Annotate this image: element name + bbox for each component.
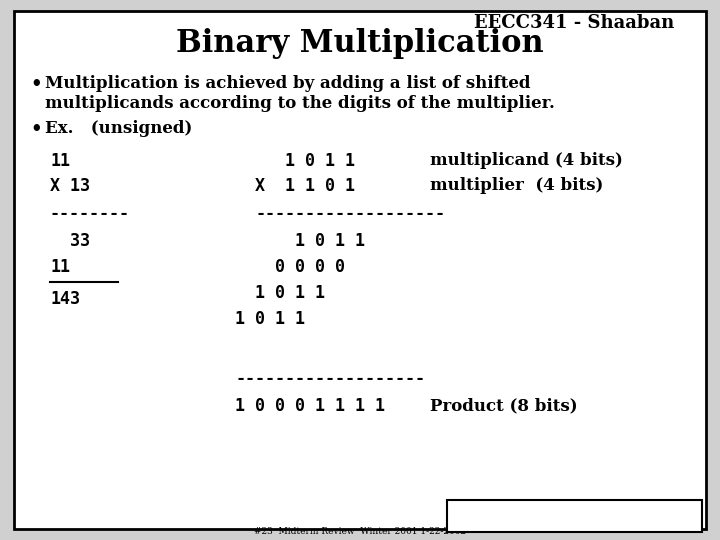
Text: #23  Midterm Review  Winter 2001 1-22-2002: #23 Midterm Review Winter 2001 1-22-2002 bbox=[254, 527, 466, 536]
Text: •: • bbox=[30, 120, 42, 138]
Text: --------: -------- bbox=[50, 205, 130, 223]
Text: 143: 143 bbox=[50, 290, 80, 308]
Text: X: X bbox=[255, 177, 265, 195]
Text: multiplicand (4 bits): multiplicand (4 bits) bbox=[430, 152, 623, 169]
Text: EECC341 - Shaaban: EECC341 - Shaaban bbox=[474, 14, 674, 32]
Text: 1 0 1 1: 1 0 1 1 bbox=[295, 232, 365, 250]
Text: 11: 11 bbox=[50, 258, 70, 276]
Text: 0 0 0 0: 0 0 0 0 bbox=[275, 258, 345, 276]
Text: 11: 11 bbox=[50, 152, 70, 170]
Text: 1 0 1 1: 1 0 1 1 bbox=[255, 284, 325, 302]
Text: 1 0 0 0 1 1 1 1: 1 0 0 0 1 1 1 1 bbox=[235, 397, 385, 415]
Text: multiplicands according to the digits of the multiplier.: multiplicands according to the digits of… bbox=[45, 95, 555, 112]
Text: 33: 33 bbox=[50, 232, 90, 250]
Text: multiplier  (4 bits): multiplier (4 bits) bbox=[430, 177, 603, 194]
Text: X 13: X 13 bbox=[50, 177, 90, 195]
Text: Binary Multiplication: Binary Multiplication bbox=[176, 28, 544, 59]
Text: -------------------: ------------------- bbox=[235, 370, 425, 388]
Text: 1 1 0 1: 1 1 0 1 bbox=[285, 177, 355, 195]
Text: •: • bbox=[30, 75, 42, 93]
Text: Ex.   (unsigned): Ex. (unsigned) bbox=[45, 120, 192, 137]
Text: 1 0 1 1: 1 0 1 1 bbox=[235, 310, 305, 328]
Text: Multiplication is achieved by adding a list of shifted: Multiplication is achieved by adding a l… bbox=[45, 75, 531, 92]
Text: 1 0 1 1: 1 0 1 1 bbox=[285, 152, 355, 170]
Text: -------------------: ------------------- bbox=[255, 205, 445, 223]
Text: Product (8 bits): Product (8 bits) bbox=[430, 397, 577, 414]
